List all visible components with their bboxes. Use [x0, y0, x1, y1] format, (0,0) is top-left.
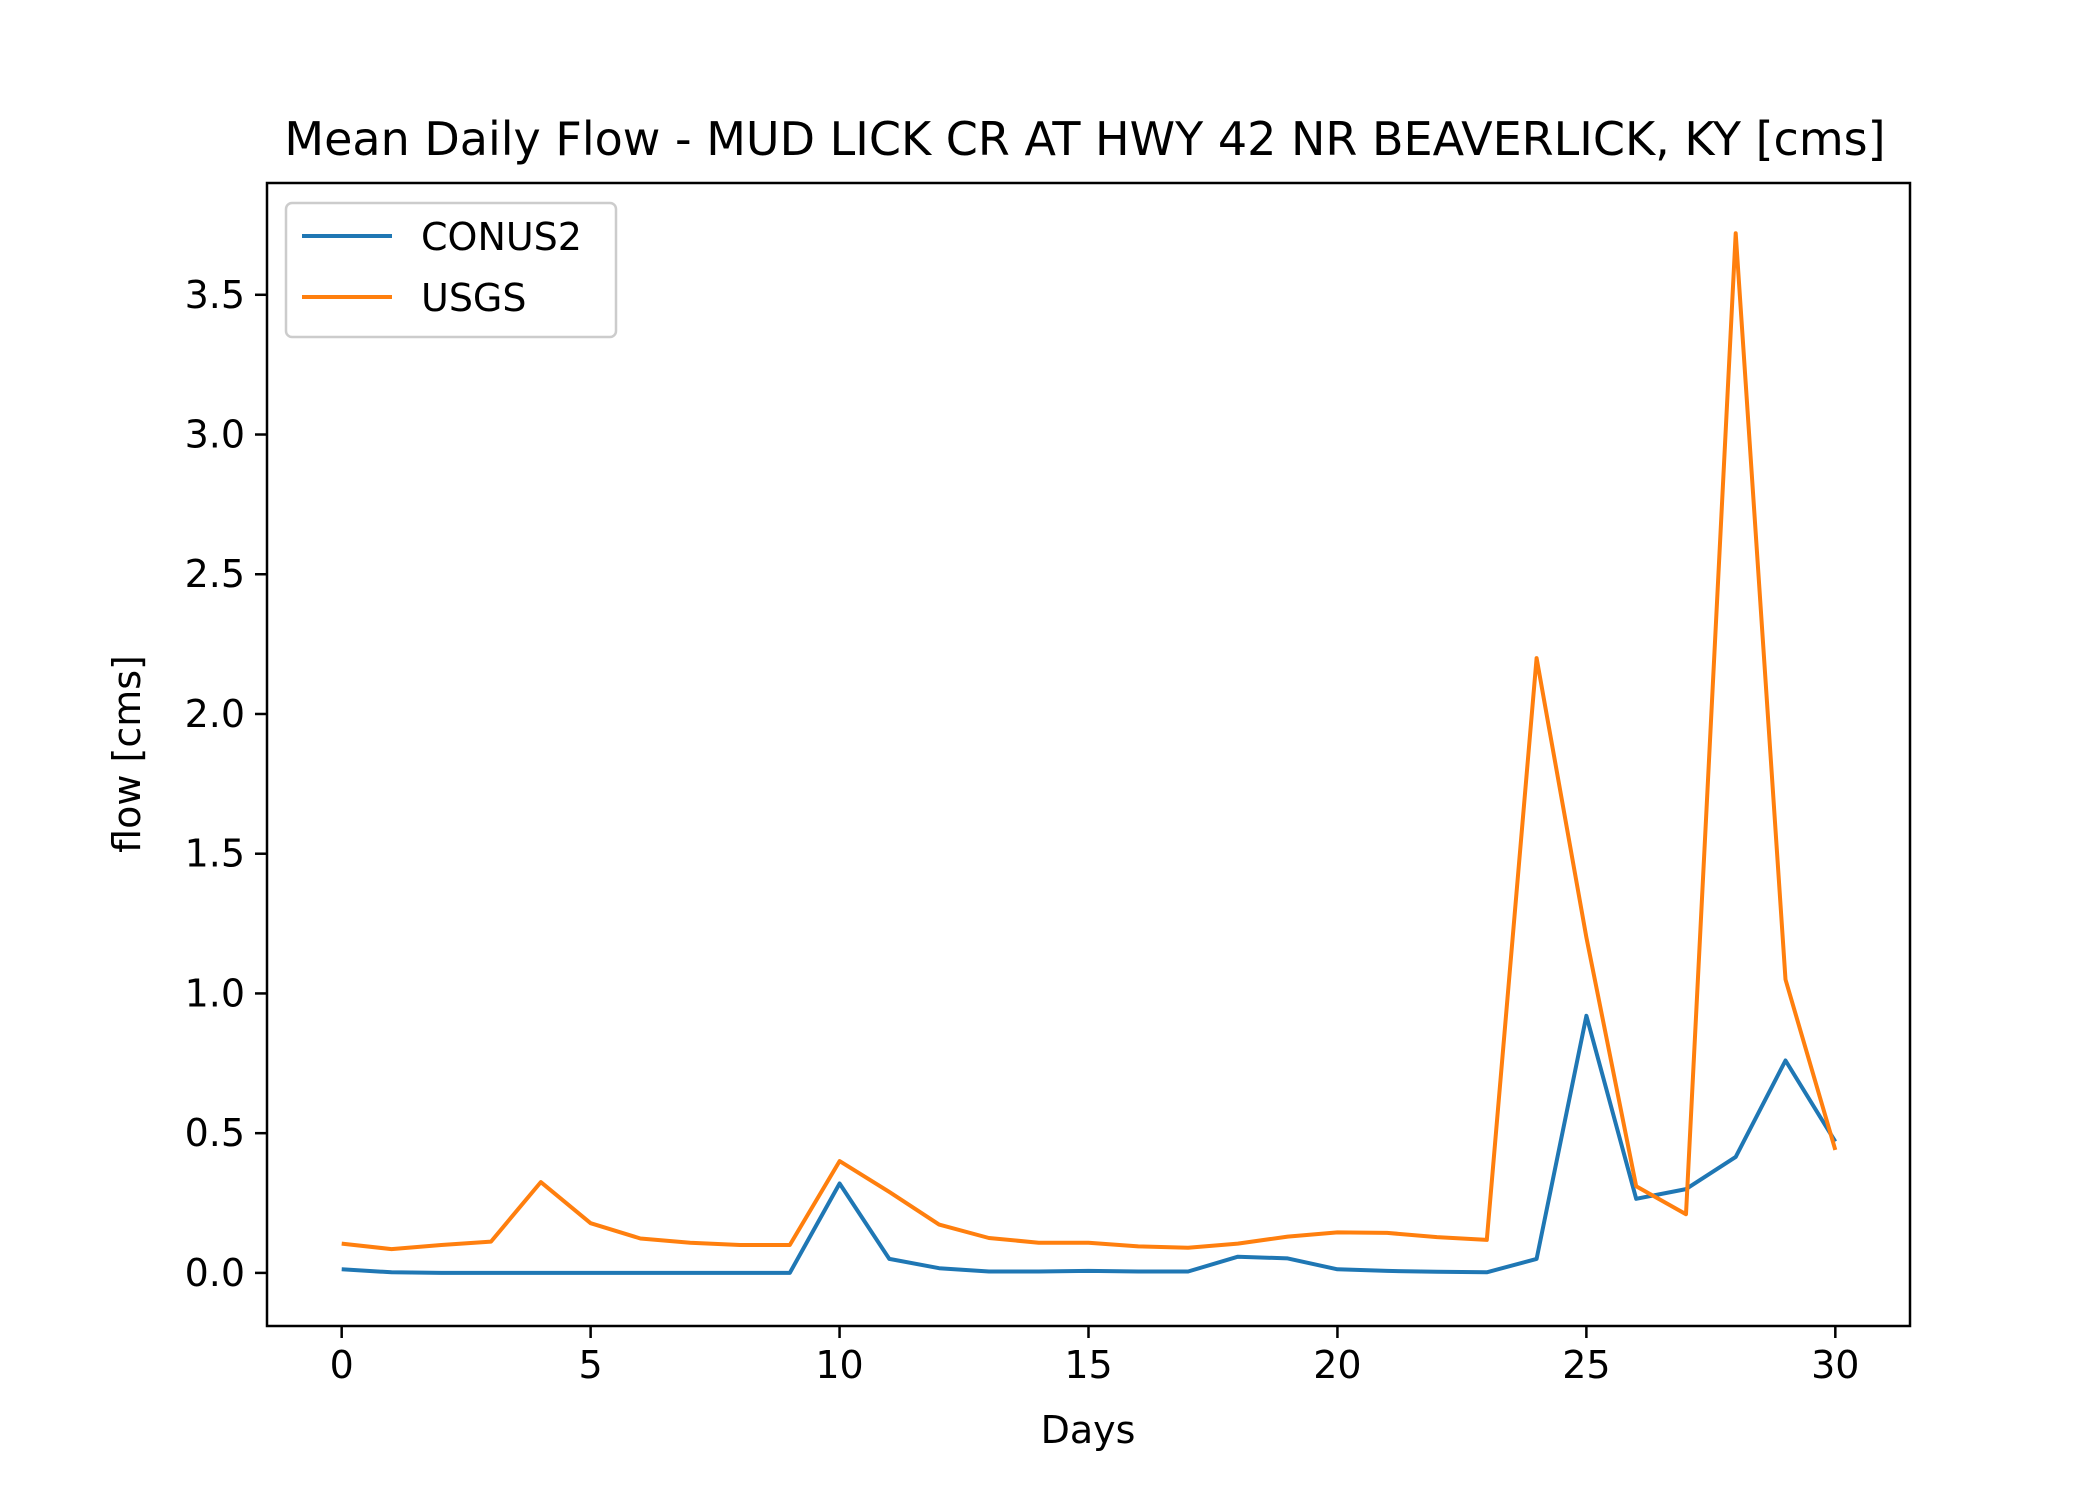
y-tick-label: 3.0 — [185, 413, 245, 457]
legend: CONUS2 USGS — [284, 201, 618, 339]
x-tick-label: 20 — [1313, 1343, 1361, 1387]
series-line-conus2 — [341, 1013, 1838, 1275]
x-axis-label: Days — [1041, 1408, 1136, 1452]
y-tick-label: 0.0 — [185, 1251, 245, 1295]
plot-lines — [341, 231, 1838, 1275]
x-tick-label: 25 — [1562, 1343, 1610, 1387]
x-tick-label: 15 — [1064, 1343, 1112, 1387]
y-axis-label: flow [cms] — [105, 655, 149, 853]
x-tick-label: 5 — [579, 1343, 603, 1387]
x-tick-label: 0 — [330, 1343, 354, 1387]
x-tick-label: 30 — [1811, 1343, 1859, 1387]
x-axis: 0 5 10 15 20 25 30 — [330, 1326, 1859, 1387]
y-tick-label: 3.5 — [185, 273, 245, 317]
y-tick-label: 0.5 — [185, 1111, 245, 1155]
y-tick-label: 2.0 — [185, 692, 245, 736]
y-tick-label: 2.5 — [185, 552, 245, 596]
y-axis: 0.0 0.5 1.0 1.5 2.0 2.5 3.0 3.5 — [185, 273, 267, 1295]
y-tick-label: 1.5 — [185, 832, 245, 876]
legend-label-conus2: CONUS2 — [421, 215, 582, 259]
series-line-usgs — [341, 231, 1838, 1252]
legend-label-usgs: USGS — [421, 276, 527, 320]
y-tick-label: 1.0 — [185, 971, 245, 1015]
x-tick-label: 10 — [815, 1343, 863, 1387]
chart-title: Mean Daily Flow - MUD LICK CR AT HWY 42 … — [284, 112, 1885, 166]
